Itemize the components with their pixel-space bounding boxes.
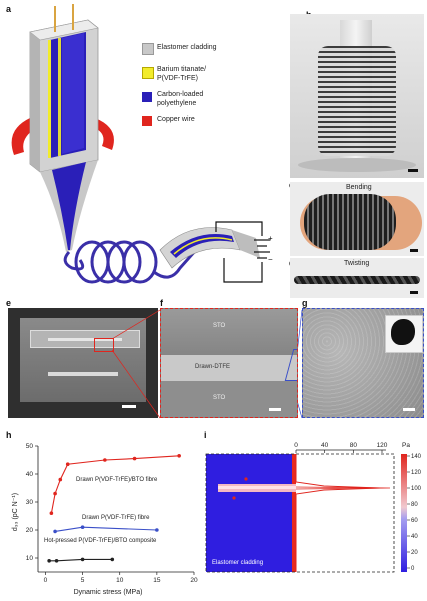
heatmap-marker-2 bbox=[232, 496, 236, 500]
colorbar-tick-label: 0 bbox=[411, 566, 415, 572]
chart-i-top-axis: 0 40 80 120 Pa bbox=[294, 442, 410, 453]
chart-h-series-line-2 bbox=[49, 558, 113, 562]
chart-i-top-tick-label: 80 bbox=[350, 442, 358, 449]
chart-h-point-2 bbox=[47, 559, 51, 563]
chart-h-xtick-label: 5 bbox=[81, 577, 85, 584]
chart-h-series-line-1 bbox=[55, 526, 157, 532]
chart-h-ylabel: d₃₃ (pC N⁻¹) bbox=[12, 493, 19, 531]
chart-h-legend-0: Drawn P(VDF-TrFE)/BTO fibre bbox=[76, 477, 158, 483]
chart-h-point-0 bbox=[65, 462, 70, 466]
sem-layers: STO Drawn-DTFE STO bbox=[160, 308, 298, 418]
circuit-plus: + bbox=[268, 234, 273, 243]
chart-h-point-2 bbox=[54, 559, 59, 563]
chart-h-xtick-label: 0 bbox=[44, 577, 48, 584]
photo-coiled-fibre bbox=[290, 14, 424, 178]
sem-f-bottom-label: STO bbox=[213, 395, 226, 401]
bending-label: Bending bbox=[346, 184, 372, 191]
stress-profile bbox=[295, 454, 381, 572]
sem-f-top-label: STO bbox=[213, 323, 226, 329]
chart-i: Elastomer cladding 0 40 80 120 Pa 140 120 100 8… bbox=[205, 442, 422, 573]
sem-f-mid-label: Drawn-DTFE bbox=[195, 364, 231, 370]
heatmap-region-label: Elastomer cladding bbox=[212, 560, 263, 566]
legend-label-cladding: Elastomer cladding bbox=[157, 44, 217, 51]
legend-label-carbon: Carbon-loaded bbox=[157, 91, 204, 98]
colorbar-tick-label: 140 bbox=[411, 454, 422, 460]
fibre-schematic: + − bbox=[11, 4, 273, 284]
legend-label-copper: Copper wire bbox=[157, 116, 195, 123]
twisting-label: Twisting bbox=[344, 260, 370, 267]
chart-h-point-0 bbox=[58, 477, 63, 482]
colorbar-tick-label: 80 bbox=[411, 502, 418, 508]
chart-i-top-unit: Pa bbox=[402, 442, 410, 449]
heatmap-region bbox=[206, 454, 296, 572]
chart-i-top-tick-label: 120 bbox=[377, 442, 388, 449]
circuit bbox=[215, 221, 270, 283]
chart-h-legend-1: Drawn P(VDF-TrFE) fibre bbox=[82, 515, 150, 521]
chart-h-marks bbox=[47, 454, 181, 563]
chart-h-point-0 bbox=[132, 456, 137, 461]
sem-particles bbox=[302, 308, 424, 418]
legend-swatch-batio bbox=[142, 67, 154, 79]
chart-h-point-1 bbox=[155, 528, 159, 532]
fibre-ribbon bbox=[159, 227, 260, 269]
chart-h-xtick-label: 15 bbox=[153, 577, 161, 584]
panel-label-e: e bbox=[6, 298, 12, 308]
colorbar-tick-label: 100 bbox=[411, 486, 422, 492]
chart-h-point-0 bbox=[49, 511, 54, 515]
chart-h-point-2 bbox=[110, 557, 115, 562]
sem-cross-section bbox=[8, 308, 158, 418]
chart-h-ytick-label: 20 bbox=[26, 527, 34, 534]
chart-h-ytick-label: 50 bbox=[26, 443, 34, 450]
photo-twisting: Twisting bbox=[290, 258, 424, 298]
chart-h-xtick-label: 20 bbox=[190, 577, 198, 584]
legend-label-batio: Barium titanate/ bbox=[157, 66, 207, 73]
panel-label-a: a bbox=[6, 4, 12, 14]
circuit-minus: − bbox=[268, 255, 273, 264]
colorbar bbox=[401, 454, 407, 572]
chart-h-xtick-label: 10 bbox=[116, 577, 124, 584]
colorbar-ticks: 140 120 100 80 60 40 20 0 bbox=[407, 454, 422, 572]
chart-h-ytick-label: 40 bbox=[26, 471, 34, 478]
panel-label-i: i bbox=[204, 430, 207, 440]
chart-h-point-1 bbox=[80, 525, 85, 529]
chart-h-axes: 0 5 10 15 20 10 20 30 40 50 bbox=[26, 443, 198, 584]
fibre-coil bbox=[63, 240, 198, 284]
chart-h-point-1 bbox=[53, 529, 57, 534]
legend-swatch-copper bbox=[142, 116, 152, 126]
chart-i-top-tick-label: 40 bbox=[321, 442, 329, 449]
chart-h-point-0 bbox=[53, 491, 57, 496]
particle-inset bbox=[391, 319, 415, 345]
chart-h-series-line-0 bbox=[50, 455, 180, 514]
chart-h-point-0 bbox=[177, 454, 181, 458]
chart-h-point-0 bbox=[103, 458, 107, 462]
colorbar-tick-label: 60 bbox=[411, 518, 418, 524]
legend-swatch-cladding bbox=[142, 43, 154, 55]
chart-h-legend-2: Hot-pressed P(VDF-TrFE)/BTO composite bbox=[44, 538, 157, 544]
photo-bending: Bending bbox=[290, 182, 424, 256]
panel-label-f: f bbox=[160, 298, 163, 308]
panel-label-h: h bbox=[6, 430, 12, 440]
chart-h-point-2 bbox=[80, 557, 85, 562]
legend-label-pvdf: P(VDF-TrFE) bbox=[157, 75, 198, 82]
colorbar-tick-label: 20 bbox=[411, 550, 418, 556]
chart-h-ytick-label: 30 bbox=[26, 499, 34, 506]
chart-h-xlabel: Dynamic stress (MPa) bbox=[74, 589, 143, 596]
colorbar-tick-label: 40 bbox=[411, 534, 418, 540]
colorbar-tick-label: 120 bbox=[411, 470, 422, 476]
panel-label-g: g bbox=[302, 298, 308, 308]
legend-swatch-carbon bbox=[142, 92, 152, 102]
chart-i-top-tick-label: 0 bbox=[294, 442, 298, 449]
chart-h-ytick-label: 10 bbox=[26, 555, 34, 562]
heatmap-marker-1 bbox=[244, 477, 248, 481]
legend-label-polyethylene: polyethylene bbox=[157, 100, 197, 107]
